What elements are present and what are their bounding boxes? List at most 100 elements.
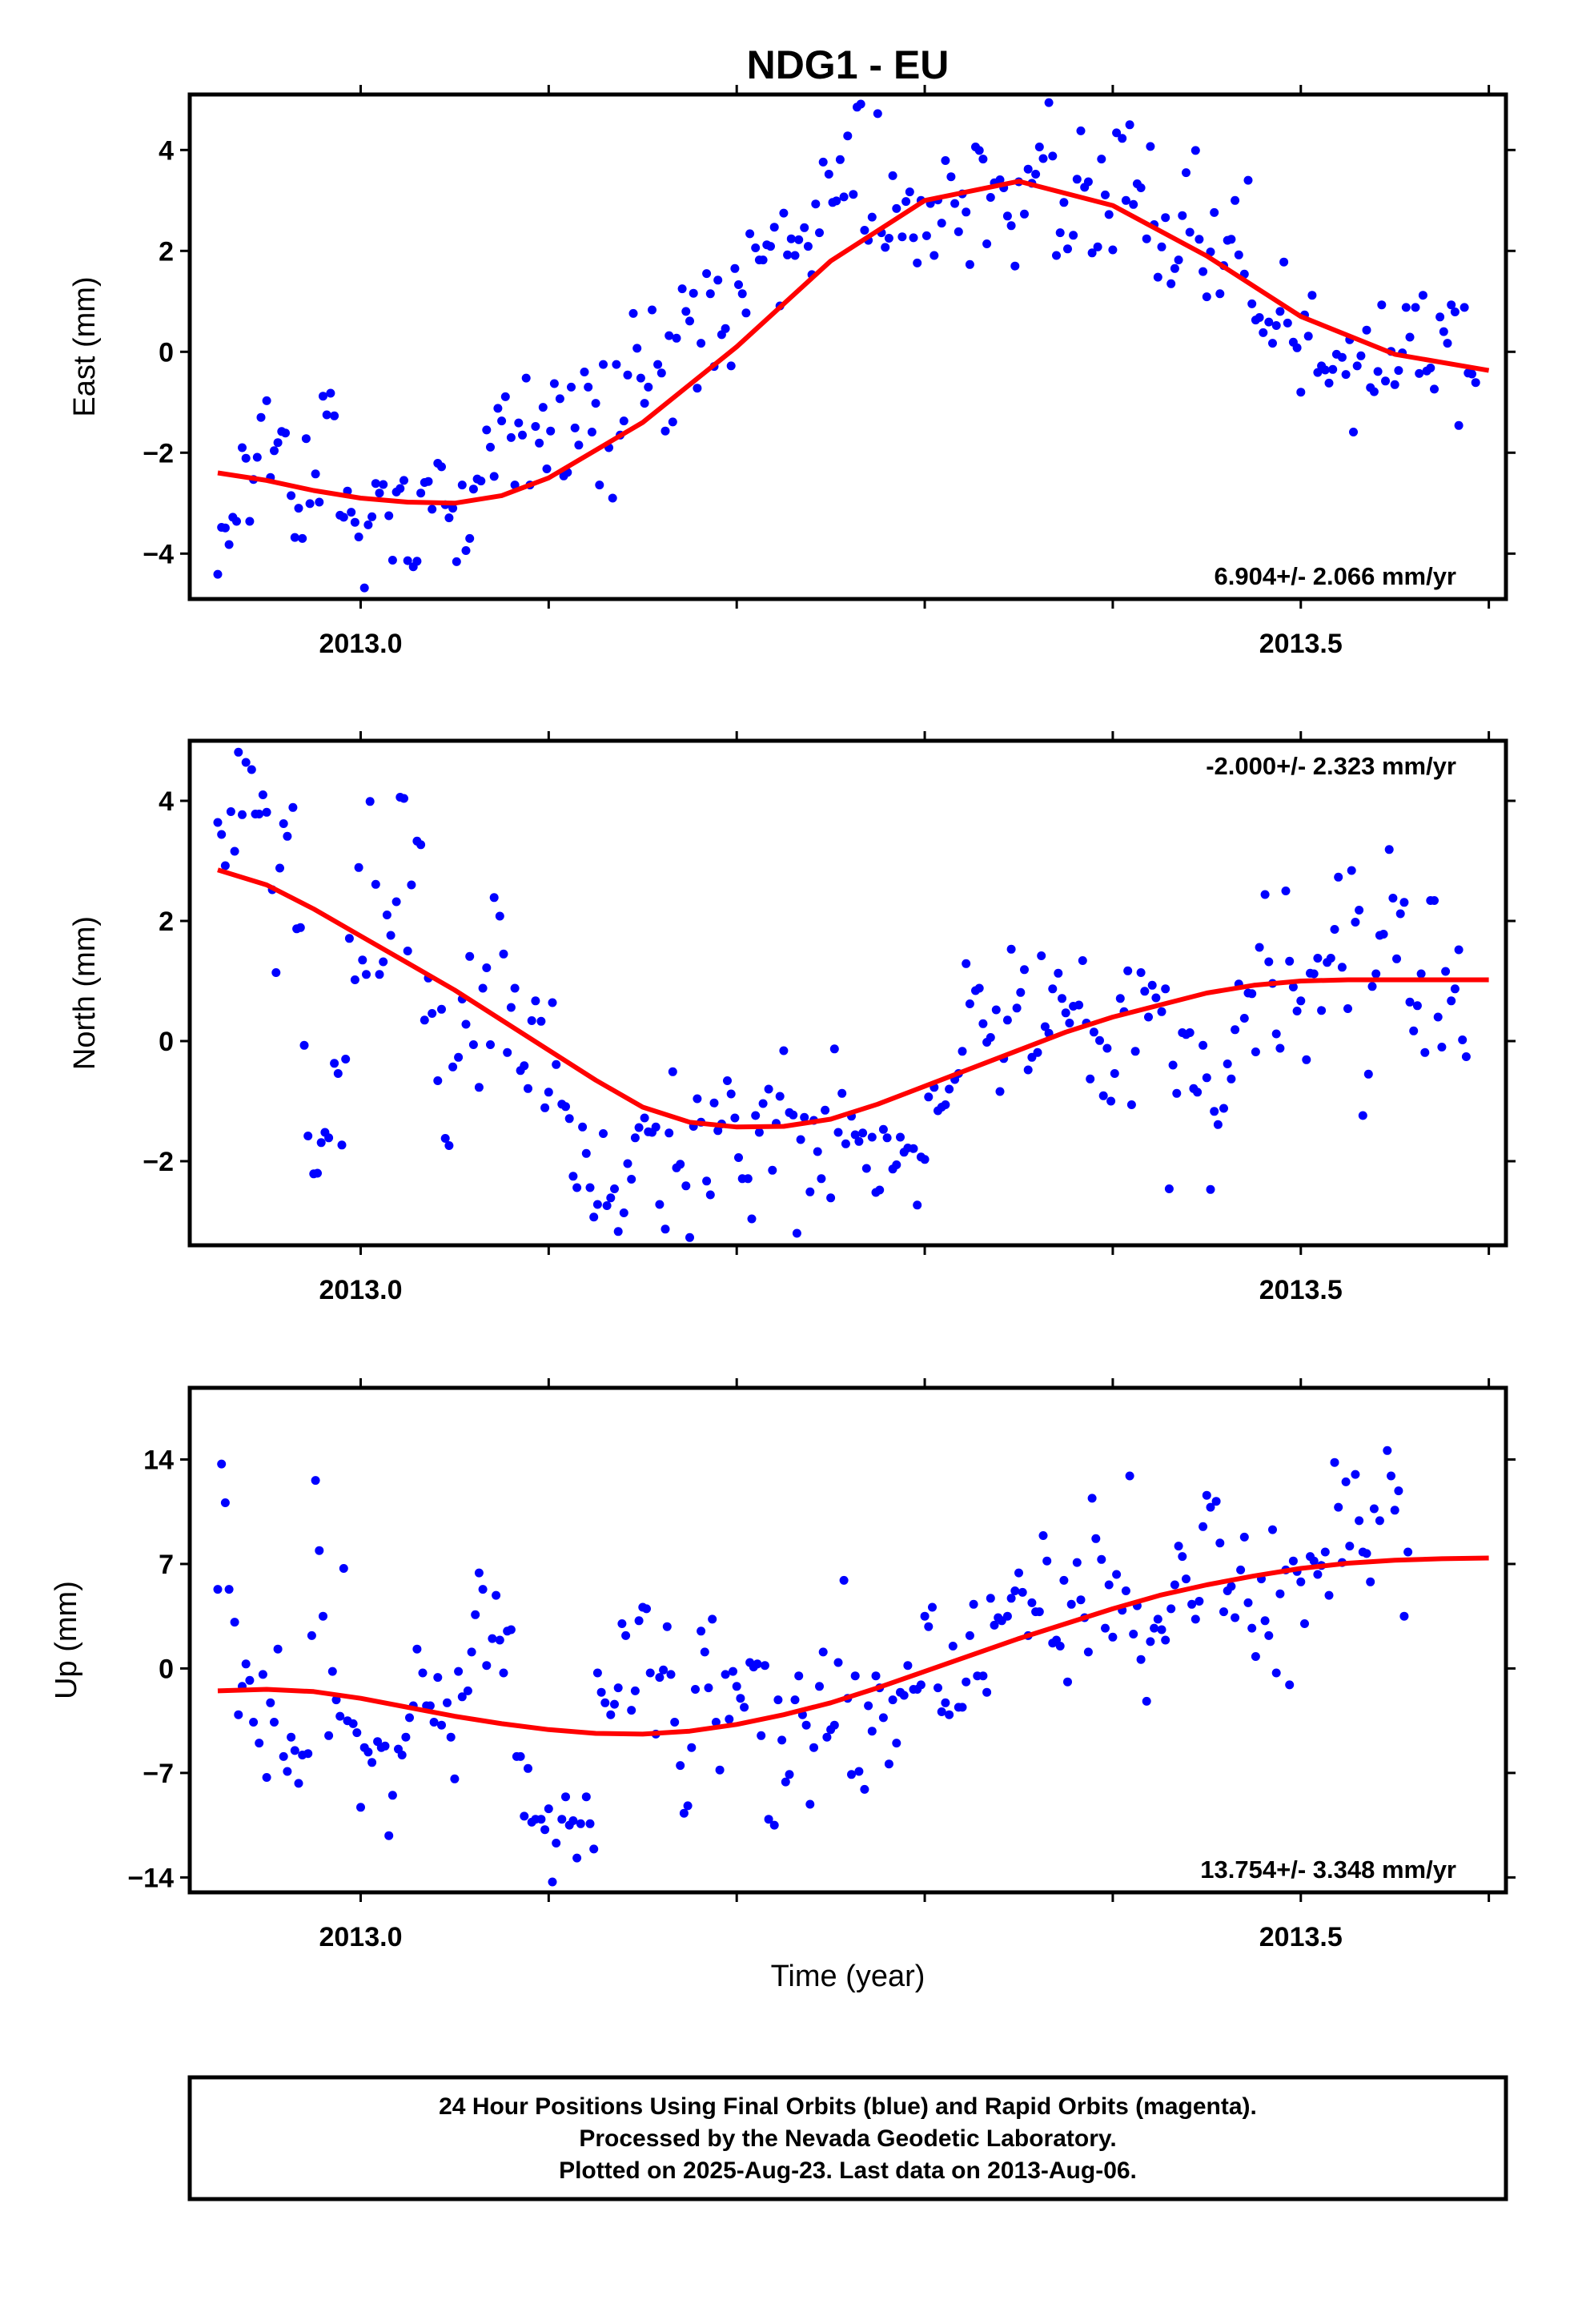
north-data-point <box>627 1175 636 1184</box>
north-data-point <box>568 1172 578 1181</box>
east-data-point <box>1178 211 1187 220</box>
north-y-tick-label: 4 <box>159 786 174 817</box>
up-data-point <box>697 1626 706 1636</box>
north-data-point <box>1206 1184 1215 1194</box>
up-fit-line <box>217 1555 1489 1737</box>
north-y-tick-label: 0 <box>159 1027 174 1057</box>
north-data-point <box>743 1174 753 1184</box>
up-data-point <box>1473 0 1482 5</box>
east-data-point <box>1450 308 1460 316</box>
north-data-point <box>1202 1073 1211 1083</box>
up-data-point <box>287 1732 296 1742</box>
up-data-point <box>433 1673 443 1683</box>
north-data-point <box>358 955 367 965</box>
north-data-point <box>548 998 557 1007</box>
north-data-point <box>676 1160 685 1169</box>
up-data-point <box>867 1727 877 1736</box>
east-data-point <box>653 360 663 369</box>
north-data-point <box>1260 890 1270 899</box>
east-rate-label: 6.904+/- 2.066 mm/yr <box>1215 562 1456 590</box>
north-data-point <box>482 963 492 972</box>
up-data-point <box>273 1644 283 1654</box>
east-data-point <box>608 493 617 503</box>
east-data-point <box>913 258 922 267</box>
east-data-point <box>305 499 315 509</box>
north-data-point <box>1437 1043 1447 1051</box>
east-data-point <box>1454 420 1464 430</box>
north-data-point <box>1095 1035 1104 1045</box>
north-data-point <box>255 810 264 818</box>
north-data-point <box>962 959 971 968</box>
north-data-point <box>792 1228 801 1238</box>
east-data-point <box>905 187 914 197</box>
north-panel: 2013.0 2013.5 4 2 0 −2 North (mm) -2.000+/- 2.3… <box>68 731 1516 1305</box>
up-data-point <box>916 1680 926 1690</box>
north-data-point <box>882 1133 892 1143</box>
up-data-point <box>270 1718 279 1727</box>
north-data-point <box>1351 918 1360 927</box>
north-data-point <box>854 1136 864 1146</box>
north-data-point <box>945 1084 954 1094</box>
east-data-point <box>350 517 359 527</box>
up-data-point <box>561 1792 570 1802</box>
up-data-point <box>311 1476 320 1486</box>
north-data-point <box>540 1103 550 1112</box>
east-data-point <box>1101 190 1110 199</box>
up-data-point <box>283 1767 292 1776</box>
up-data-point <box>809 1743 818 1752</box>
x-axis-label: Time (year) <box>771 1960 926 1993</box>
north-data-point <box>602 1201 612 1210</box>
up-data-point <box>1206 1502 1215 1512</box>
up-data-point <box>1121 1586 1130 1595</box>
up-data-point <box>1428 0 1437 5</box>
up-data-point <box>1059 1575 1069 1585</box>
east-data-point <box>737 289 747 299</box>
up-data-point <box>982 1687 992 1697</box>
up-data-point <box>679 1808 689 1818</box>
north-data-point <box>665 1128 674 1138</box>
north-data-point <box>702 1176 712 1186</box>
east-data-point <box>1324 378 1334 388</box>
up-data-point <box>1345 1542 1355 1551</box>
north-data-point <box>1371 969 1381 979</box>
north-data-point <box>651 1122 661 1132</box>
east-data-point <box>273 438 283 448</box>
north-data-point <box>837 1088 847 1098</box>
up-data-point <box>1202 1490 1211 1500</box>
north-data-point <box>262 807 271 817</box>
north-data-point <box>1288 983 1298 991</box>
up-data-point <box>1166 1604 1176 1614</box>
east-data-point <box>387 556 397 565</box>
up-data-point <box>335 1711 345 1721</box>
north-data-point <box>1367 982 1377 991</box>
east-data-point <box>713 275 723 285</box>
east-data-point <box>1337 352 1347 362</box>
east-data-point <box>881 243 890 252</box>
up-data-point <box>630 1686 640 1695</box>
north-data-point <box>875 1185 885 1195</box>
east-data-point <box>1447 300 1456 310</box>
north-data-point <box>1433 1012 1443 1022</box>
east-data-point <box>465 533 475 543</box>
north-data-point <box>330 1059 339 1068</box>
north-data-point <box>382 911 391 919</box>
up-data-point <box>1415 0 1423 5</box>
east-data-point <box>1153 272 1162 282</box>
up-data-point <box>585 1819 595 1828</box>
north-data-point <box>362 970 371 979</box>
north-data-point <box>275 863 284 873</box>
north-data-point <box>503 1047 512 1057</box>
east-data-point <box>1401 303 1411 312</box>
east-data-point <box>937 219 946 228</box>
north-data-point <box>1326 954 1335 963</box>
north-data-point <box>433 1076 443 1085</box>
east-data-point <box>786 234 796 243</box>
north-points <box>213 747 1471 1242</box>
east-data-point <box>946 172 956 182</box>
east-data-point <box>1059 198 1069 207</box>
north-data-point <box>578 1122 588 1132</box>
up-data-point <box>962 1677 971 1687</box>
up-data-point <box>1018 1587 1027 1597</box>
north-data-point <box>230 846 239 856</box>
east-data-point <box>1475 0 1484 5</box>
